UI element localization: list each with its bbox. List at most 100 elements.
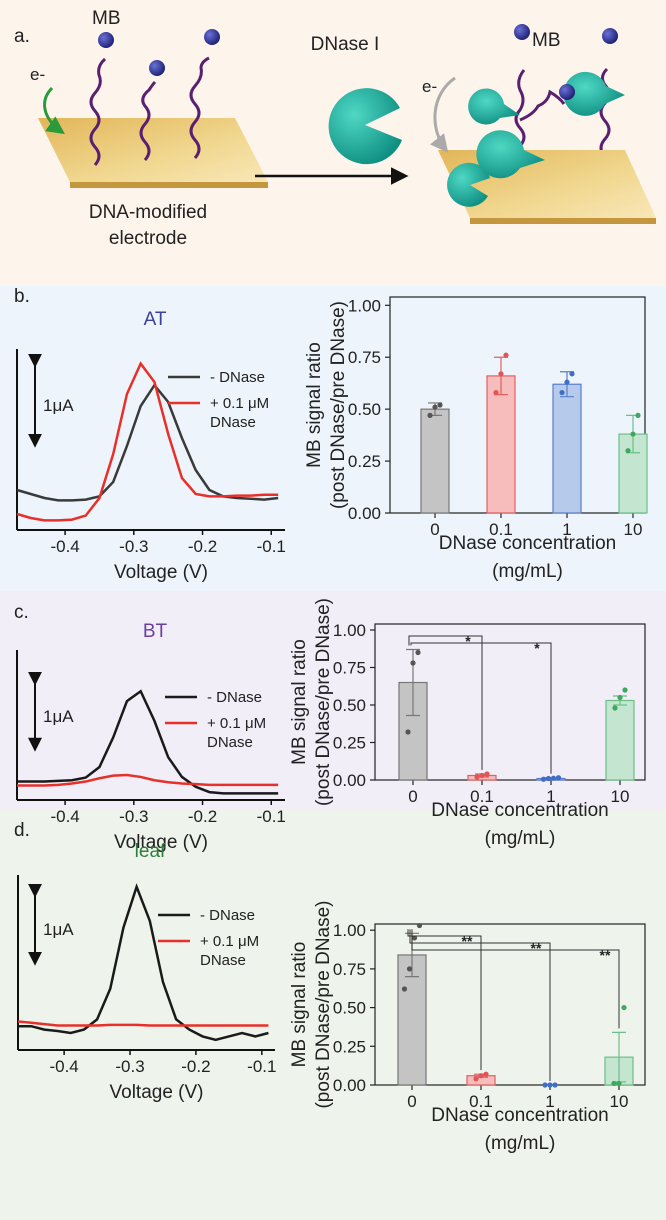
mb-ball [98,32,114,48]
plot-frame [374,623,646,781]
y-tick-label: 0.50 [348,400,381,419]
bar [605,699,635,781]
data-point [401,986,408,992]
panel-label: d. [14,820,30,841]
x-tick-label: 0.1 [469,1092,493,1111]
data-point [555,775,562,781]
x-axis-label: Voltage (V) [114,832,208,853]
y-tick-label: 0.75 [333,659,366,678]
data-point [474,774,480,780]
data-point [540,776,547,782]
data-point [415,649,421,656]
y-tick-label: 0.00 [333,1076,366,1095]
scale-bar-label: 1μA [43,396,74,415]
voltammogram-line [16,361,279,522]
significance-label: * [534,640,540,656]
mb-ball [204,29,220,45]
x-axis-label: DNase concentration (mg/mL) [431,800,608,849]
data-point [405,729,411,735]
x-tick-label: -0.1 [257,807,286,826]
plot-frame [374,923,646,1086]
y-tick-label: 1.00 [348,296,381,315]
bar [552,383,582,514]
y-tick-label: 0.75 [348,348,381,367]
data-point [569,371,575,377]
legend-label: + 0.1 μM DNase [200,933,259,969]
legend-label: + 0.1 μM DNase [207,715,266,751]
data-point [564,379,570,385]
significance-bracket [410,642,552,774]
x-tick-label: 0 [430,520,439,539]
data-point [498,371,504,377]
mb-ball [559,84,575,100]
data-point [416,922,423,929]
chart-title: leaf [135,841,166,862]
data-point [625,448,631,454]
bar [420,408,450,514]
x-tick-label: -0.2 [188,807,217,826]
dnase-enzyme [328,88,402,165]
electrode-edge [470,218,656,224]
voltammogram-line [17,1020,269,1027]
y-axis-label: MB signal ratio (post DNase/pre DNase) [304,301,349,509]
x-tick-label: -0.3 [119,807,148,826]
data-point [611,1080,617,1087]
data-point [493,389,499,396]
x-tick-label: 0 [408,787,417,806]
voltammogram-line [17,689,279,795]
legend-label: + 0.1 μM DNase [210,395,269,431]
significance-bracket [407,929,482,1071]
x-tick-label: 1 [545,1092,554,1111]
y-tick-label: 0.00 [348,504,381,523]
y-axis-label: MB signal ratio (post DNase/pre DNase) [289,598,334,806]
enzyme-label: DNase I [311,34,380,55]
data-point [617,694,623,701]
voltammogram-line [16,383,279,502]
legend-label: - DNase [200,907,255,924]
data-point [622,687,628,693]
scale-bar-label: 1μA [43,920,74,939]
data-point [559,389,565,396]
electrode-edge [70,182,268,188]
data-point [432,404,438,410]
x-tick-label: -0.2 [188,537,217,556]
y-tick-label: 0.75 [333,960,366,979]
data-point [612,705,618,711]
data-point [479,772,485,779]
significance-label: ** [462,933,473,949]
chart-title: BT [143,621,168,642]
mb-ball [602,28,618,44]
x-tick-label: -0.1 [247,1057,276,1076]
significance-bracket [408,635,483,770]
dnase-enzyme [476,130,545,179]
y-tick-label: 0.00 [333,771,366,790]
x-tick-label: 1 [562,520,571,539]
significance-label: * [465,633,471,649]
data-point [630,431,636,437]
panel-c-bg [0,591,666,810]
mb-label: MB [532,30,561,51]
panel-label: b. [14,286,30,307]
data-point [621,1004,627,1011]
panel-label: a. [14,26,30,47]
significance-label: ** [600,947,611,963]
electron-label: e- [30,65,45,84]
x-tick-label: -0.4 [49,1057,78,1076]
dnase-enzyme [468,88,520,125]
schematic: a. MB e- DNA-modified electrode DNase I … [14,8,656,249]
legend-label: - DNase [210,369,265,386]
data-point [483,1071,489,1077]
x-axis-label: DNase concentration (mg/mL) [431,1105,608,1154]
mb-ball [514,24,530,40]
data-point [616,1080,622,1087]
data-point [410,660,416,666]
data-point [542,1082,548,1088]
dnase-enzyme [563,71,625,116]
x-axis-label: Voltage (V) [110,1082,204,1103]
x-axis-label: Voltage (V) [114,562,208,583]
data-point [427,412,433,418]
electrode-label: electrode [109,228,187,249]
x-tick-label: 10 [624,520,643,539]
data-point [437,402,443,408]
